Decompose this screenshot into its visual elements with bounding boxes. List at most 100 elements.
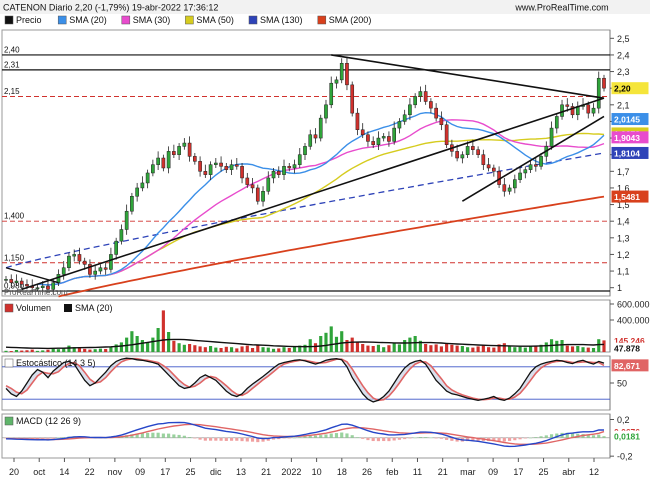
volume-bar bbox=[403, 340, 407, 352]
x-tick-label: 25 bbox=[539, 467, 549, 477]
volume-bar bbox=[382, 347, 386, 352]
macd-histogram-bar bbox=[167, 433, 171, 438]
y-tick-label: -0,2 bbox=[617, 452, 633, 462]
volume-bar bbox=[30, 349, 34, 352]
candle-body bbox=[245, 177, 250, 185]
volume-bar bbox=[277, 348, 281, 352]
candle-body bbox=[255, 187, 260, 202]
macd-histogram-bar bbox=[188, 437, 192, 438]
legend-swatch bbox=[4, 15, 14, 25]
macd-histogram-bar bbox=[266, 437, 270, 441]
volume-bar bbox=[508, 346, 512, 352]
y-tick-label: 2,4 bbox=[617, 50, 630, 60]
macd-histogram-bar bbox=[161, 433, 165, 438]
legend-entry: SMA (50) bbox=[196, 15, 234, 25]
sma130-line bbox=[5, 152, 605, 269]
macd-histogram-bar bbox=[397, 437, 401, 440]
legend-entry: SMA (200) bbox=[329, 15, 372, 25]
macd-histogram-bar bbox=[492, 437, 496, 442]
legend-entry: SMA (20) bbox=[75, 303, 113, 313]
macd-histogram-bar bbox=[277, 437, 281, 440]
x-tick-label: 14 bbox=[59, 467, 69, 477]
legend-swatch bbox=[248, 15, 258, 25]
volume-bar bbox=[245, 345, 249, 352]
volume-bar bbox=[130, 331, 134, 352]
x-tick-label: nov bbox=[108, 467, 123, 477]
macd-histogram-bar bbox=[303, 436, 307, 438]
candle-body bbox=[303, 146, 307, 155]
volume-bar bbox=[161, 310, 165, 352]
last-value-tag: 2,0145 bbox=[611, 113, 649, 126]
last-value-label: 145.246 bbox=[614, 336, 645, 346]
macd-histogram-bar bbox=[340, 432, 344, 438]
candle-body bbox=[25, 284, 29, 287]
candle-body bbox=[376, 137, 381, 145]
legend-swatch-volume bbox=[4, 303, 14, 313]
volume-bar bbox=[214, 347, 218, 352]
candle-body bbox=[570, 106, 575, 116]
legend-swatch-macd bbox=[4, 416, 14, 426]
last-value-label: 1,5481 bbox=[614, 192, 640, 202]
header-bar bbox=[0, 0, 650, 14]
volume-bar bbox=[324, 332, 328, 352]
candle-body bbox=[355, 112, 360, 130]
macd-histogram-bar bbox=[151, 432, 155, 438]
candle-body bbox=[271, 171, 276, 179]
y-tick-label: 600.000 bbox=[617, 300, 650, 310]
candle-body bbox=[61, 267, 66, 275]
x-tick-label: oct bbox=[33, 467, 46, 477]
volume-bar bbox=[439, 346, 443, 352]
candle-body bbox=[103, 267, 108, 270]
x-tick-label: 11 bbox=[413, 467, 422, 477]
y-tick-label: 2,3 bbox=[617, 67, 630, 77]
macd-histogram-bar bbox=[376, 437, 381, 442]
sma20-line bbox=[37, 111, 605, 286]
last-value-label: 1,9043 bbox=[614, 133, 640, 143]
volume-bar bbox=[172, 340, 176, 352]
macd-histogram-bar bbox=[334, 433, 339, 438]
last-value-tag: 0,0181 bbox=[612, 430, 648, 442]
volume-bar bbox=[109, 347, 113, 352]
candle-body bbox=[554, 116, 559, 129]
macd-histogram-bar bbox=[434, 437, 438, 439]
volume-bar bbox=[56, 349, 61, 352]
candle-body bbox=[234, 164, 239, 167]
volume-bar bbox=[308, 339, 312, 352]
volume-bar bbox=[560, 340, 564, 352]
volume-bar bbox=[151, 337, 155, 352]
volume-bar bbox=[376, 344, 381, 352]
last-value-label: 2,0145 bbox=[614, 115, 640, 125]
y-tick-label: 1,5 bbox=[617, 200, 630, 210]
macd-histogram-bar bbox=[502, 437, 506, 442]
x-tick-label: 09 bbox=[488, 467, 498, 477]
volume-bar bbox=[198, 346, 202, 352]
candle-body bbox=[119, 229, 124, 242]
macd-histogram-bar bbox=[224, 437, 228, 441]
level-label: 2,15 bbox=[4, 87, 20, 96]
candle-body bbox=[324, 104, 328, 119]
volume-bar bbox=[502, 343, 506, 352]
macd-histogram-bar bbox=[292, 437, 297, 439]
macd-histogram-bar bbox=[387, 437, 391, 442]
candle-body bbox=[166, 151, 171, 169]
candle-body bbox=[46, 285, 50, 290]
volume-bar bbox=[424, 344, 428, 352]
candle-body bbox=[72, 254, 77, 257]
candle-body bbox=[135, 187, 139, 197]
candle-body bbox=[88, 264, 92, 275]
macd-histogram-bar bbox=[602, 436, 606, 438]
candle-body bbox=[444, 124, 449, 145]
volume-bar bbox=[282, 347, 286, 352]
macd-histogram-bar bbox=[313, 435, 318, 438]
candle-body bbox=[549, 127, 554, 147]
candle-body bbox=[523, 169, 528, 174]
candle-body bbox=[240, 166, 244, 179]
candle-body bbox=[224, 166, 229, 170]
candle-body bbox=[187, 142, 192, 157]
candle-body bbox=[408, 104, 412, 116]
macd-histogram-bar bbox=[424, 437, 428, 438]
macd-histogram-bar bbox=[591, 435, 596, 438]
last-value-tag: 1,8104 bbox=[611, 146, 649, 159]
legend-entry: SMA (30) bbox=[133, 15, 171, 25]
